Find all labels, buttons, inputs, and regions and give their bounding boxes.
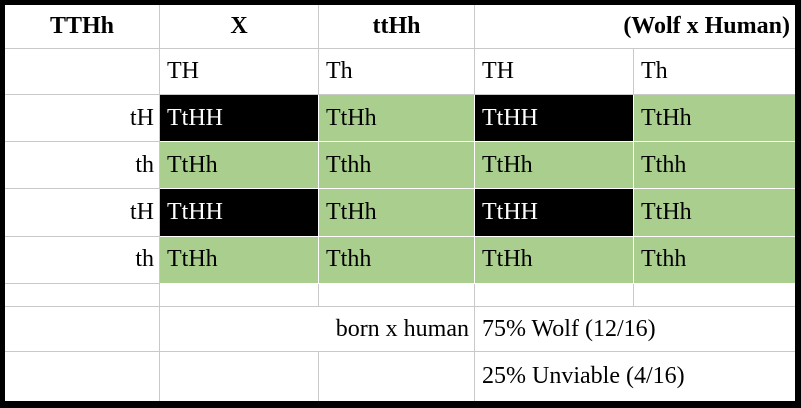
empty-cell[interactable] xyxy=(160,283,319,307)
offspring-cell[interactable]: TtHH xyxy=(475,95,634,143)
offspring-cell[interactable]: TtHh xyxy=(634,95,795,143)
row-gamete-label[interactable]: th xyxy=(5,142,160,190)
offspring-cell[interactable]: TtHh xyxy=(160,142,319,190)
empty-cell[interactable] xyxy=(5,351,160,401)
offspring-cell[interactable]: Tthh xyxy=(319,236,475,284)
spacer-row xyxy=(5,283,795,307)
offspring-cell[interactable]: TtHh xyxy=(319,95,475,143)
header-row: TTHh X ttHh (Wolf x Human) xyxy=(5,5,795,50)
gamete-col3-cell[interactable]: TH xyxy=(475,49,634,96)
empty-cell[interactable] xyxy=(160,351,319,401)
offspring-cell[interactable]: Tthh xyxy=(634,236,795,284)
summary-row-1: born x human 75% Wolf (12/16) xyxy=(5,306,795,352)
gamete-col2-cell[interactable]: Th xyxy=(319,49,475,96)
empty-cell[interactable] xyxy=(319,283,475,307)
empty-cell[interactable] xyxy=(634,284,795,307)
gametes-row: TH Th TH Th xyxy=(5,49,795,96)
offspring-cell[interactable]: Tthh xyxy=(634,142,795,190)
cross-note-cell[interactable]: (Wolf x Human) xyxy=(475,5,795,50)
empty-cell[interactable] xyxy=(5,49,160,96)
offspring-cell[interactable]: TtHH xyxy=(160,189,319,237)
offspring-cell[interactable]: TtHh xyxy=(160,236,319,284)
row-gamete-label[interactable]: th xyxy=(5,236,160,284)
summary-result2-cell[interactable]: 25% Unviable (4/16) xyxy=(482,363,685,390)
offspring-cell[interactable]: TtHh xyxy=(319,189,475,237)
offspring-cell[interactable]: TtHH xyxy=(160,95,319,143)
offspring-row-4: th TtHh Tthh TtHh Tthh xyxy=(5,236,795,284)
offspring-cell[interactable]: TtHh xyxy=(475,236,634,284)
offspring-row-1: tH TtHH TtHh TtHH TtHh xyxy=(5,95,795,143)
punnett-square-table: TTHh X ttHh (Wolf x Human) TH Th TH Th t… xyxy=(5,5,795,401)
offspring-cell[interactable]: TtHh xyxy=(634,189,795,237)
offspring-row-2: th TtHh Tthh TtHh Tthh xyxy=(5,142,795,190)
offspring-cell[interactable]: TtHH xyxy=(475,189,634,237)
offspring-row-3: tH TtHH TtHh TtHH TtHh xyxy=(5,189,795,237)
parent2-genotype-cell[interactable]: ttHh xyxy=(319,5,475,50)
empty-cell[interactable] xyxy=(5,306,160,352)
summary-row-2: 25% Unviable (4/16) xyxy=(5,351,795,401)
summary-result1-cell[interactable]: 75% Wolf (12/16) xyxy=(475,307,795,352)
empty-cell[interactable] xyxy=(475,283,634,307)
offspring-cell[interactable]: TtHh xyxy=(475,142,634,190)
gamete-col1-cell[interactable]: TH xyxy=(160,49,319,96)
row-gamete-label[interactable]: tH xyxy=(5,189,160,237)
summary-cross-label-cell[interactable]: born x human xyxy=(160,306,475,352)
empty-cell[interactable] xyxy=(5,283,160,307)
offspring-cell[interactable]: Tthh xyxy=(319,142,475,190)
row-gamete-label[interactable]: tH xyxy=(5,95,160,143)
gamete-col4-cell[interactable]: Th xyxy=(634,49,795,96)
cross-symbol-cell[interactable]: X xyxy=(160,5,319,50)
parent1-genotype-cell[interactable]: TTHh xyxy=(5,5,160,50)
empty-cell[interactable] xyxy=(319,351,475,401)
